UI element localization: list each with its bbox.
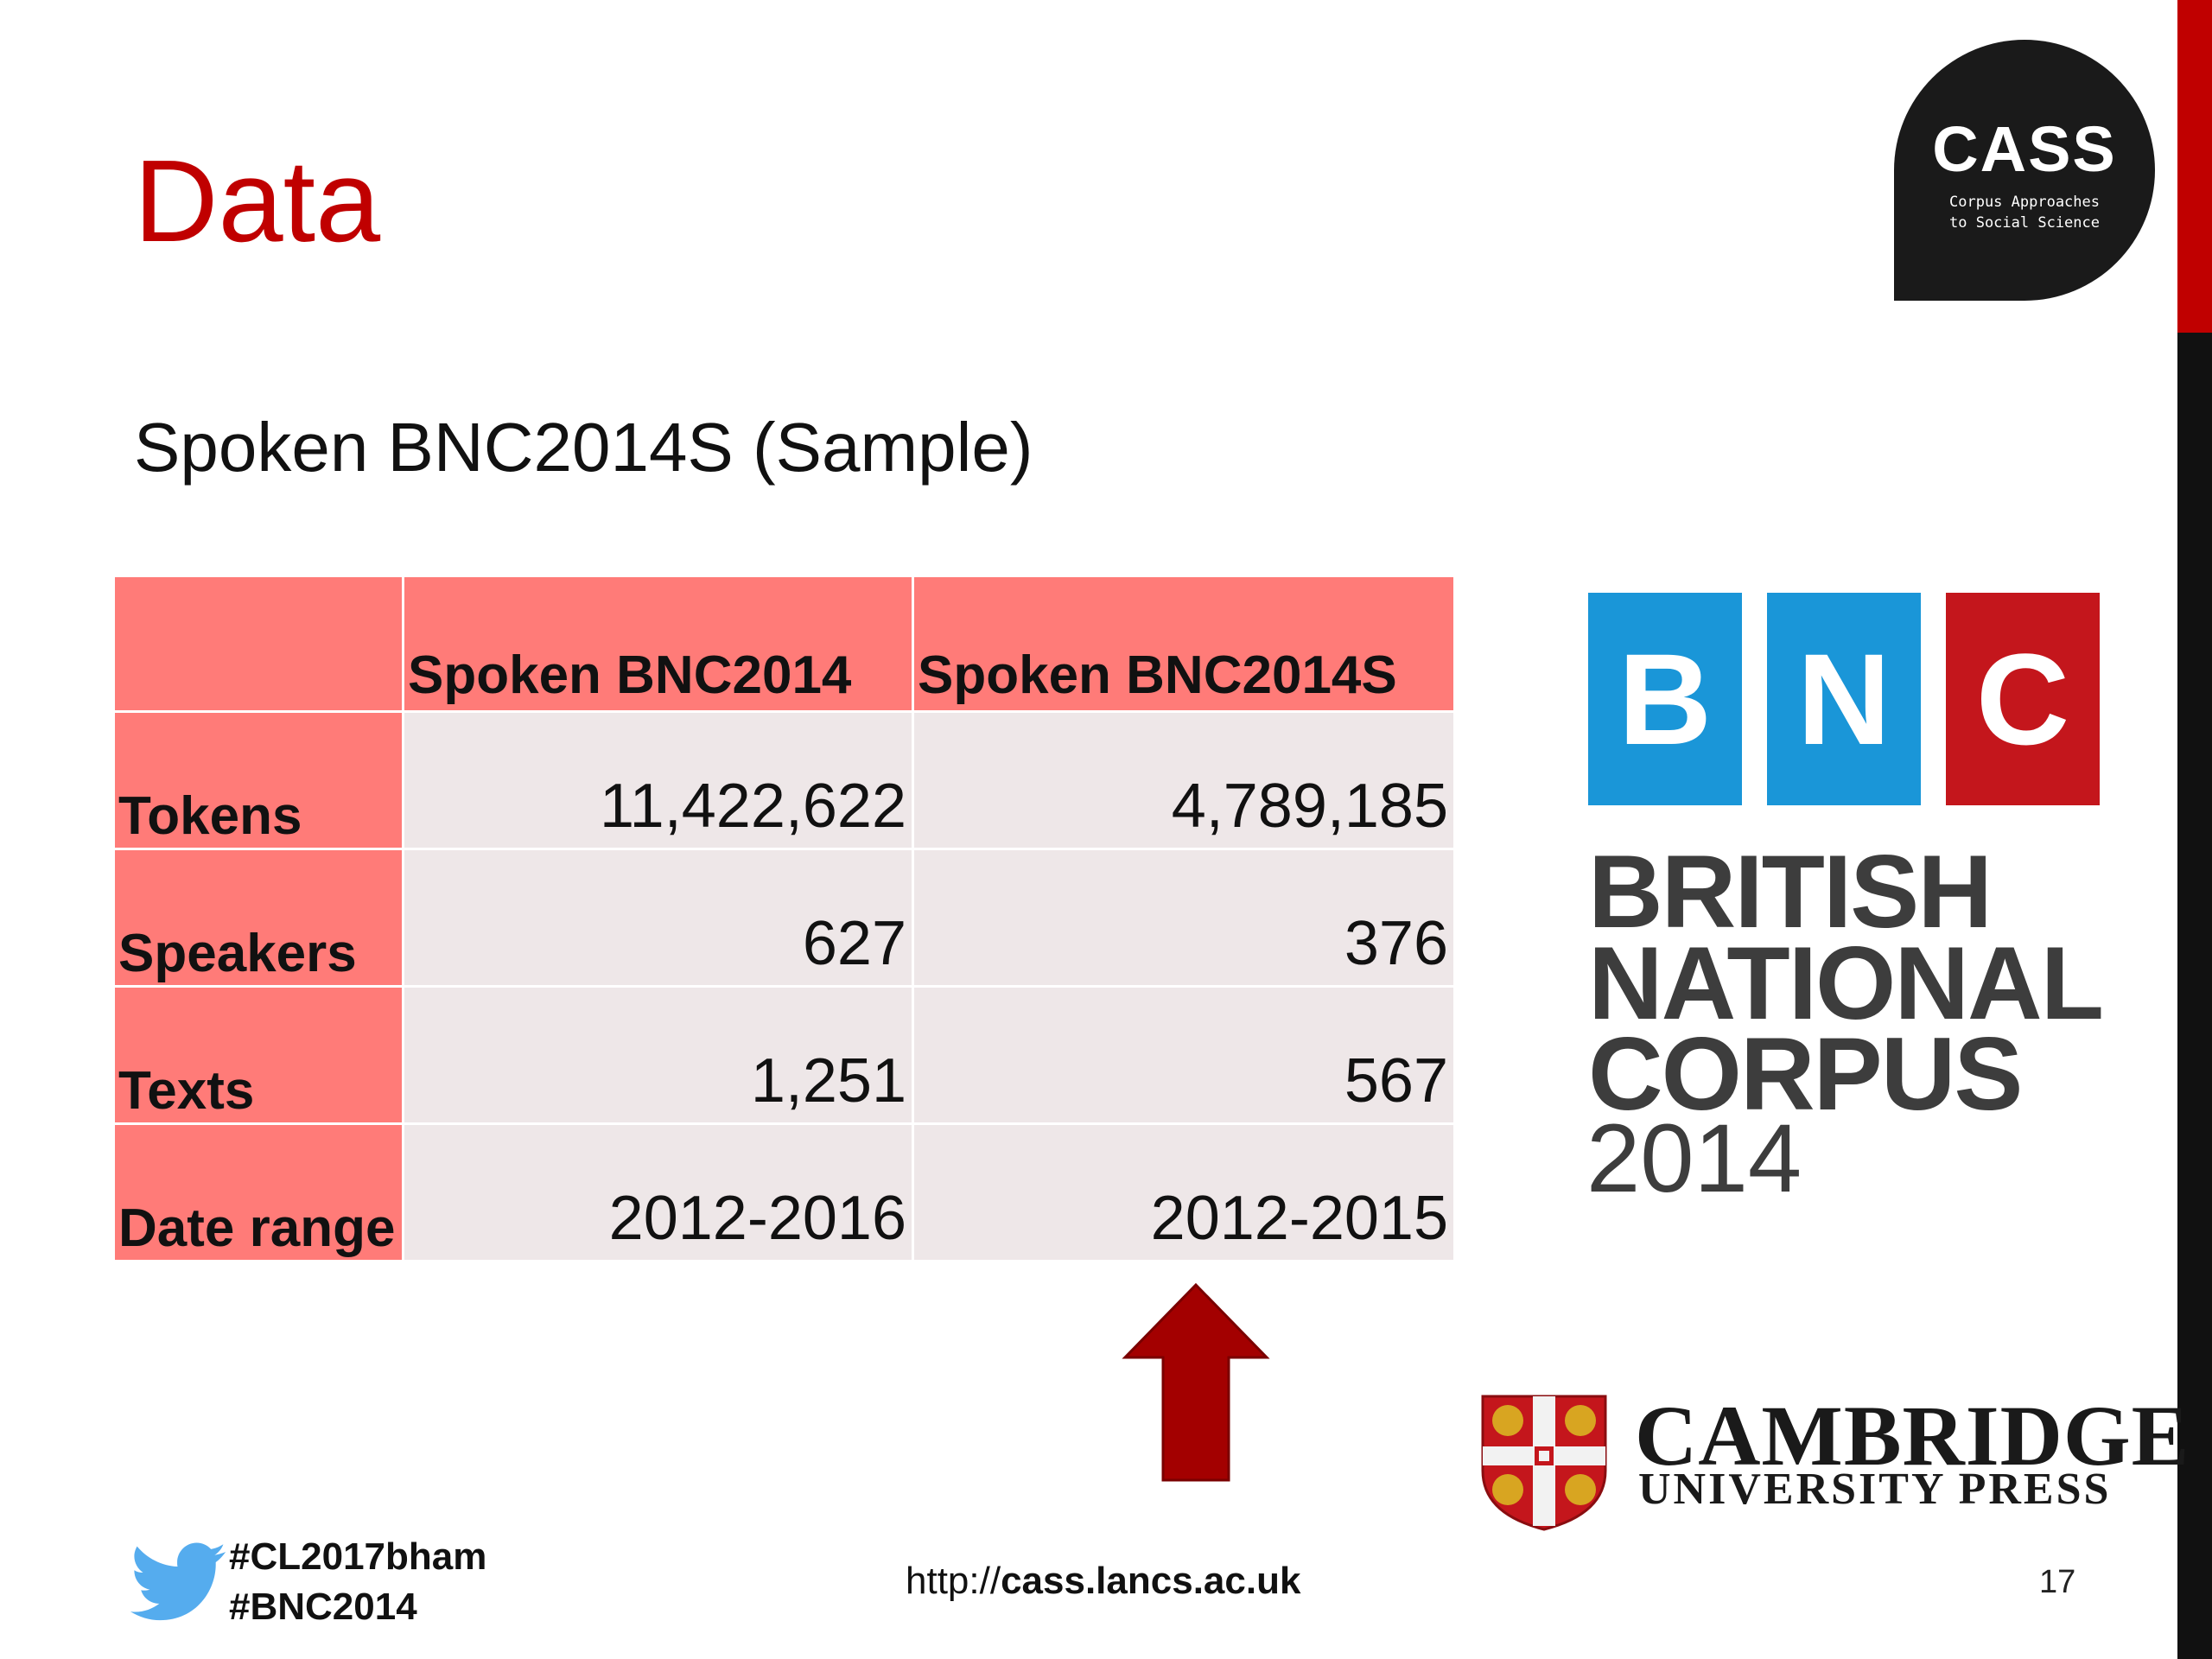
bnc-letter-b: B bbox=[1588, 593, 1742, 805]
cass-tagline-line2: to Social Science bbox=[1949, 214, 2100, 232]
table-header-row: Spoken BNC2014 Spoken BNC2014S bbox=[112, 575, 1456, 713]
bnc-line-national: NATIONAL bbox=[1588, 925, 2104, 1041]
table-cell: 376 bbox=[912, 848, 1456, 988]
cass-logo-name: CASS bbox=[1932, 113, 2117, 185]
table-cell: 2012-2016 bbox=[402, 1122, 914, 1262]
table-cell: 627 bbox=[402, 848, 914, 988]
table-cell: 11,422,622 bbox=[402, 710, 914, 850]
cambridge-name: CAMBRIDGE bbox=[1635, 1388, 2190, 1484]
edge-bar-red bbox=[2177, 0, 2212, 333]
table-cell: 1,251 bbox=[402, 985, 914, 1125]
table-header-cell: Spoken BNC2014S bbox=[912, 575, 1456, 713]
slide-title: Data bbox=[134, 136, 381, 266]
cass-logo: CASS Corpus Approaches to Social Science bbox=[1894, 40, 2155, 301]
row-label: Speakers bbox=[112, 848, 404, 988]
table-cell: 2012-2015 bbox=[912, 1122, 1456, 1262]
bnc-line-british: BRITISH bbox=[1588, 834, 1993, 950]
slide-subtitle: Spoken BNC2014S (Sample) bbox=[134, 409, 1033, 486]
cass-logo-tagline: Corpus Approaches to Social Science bbox=[1894, 192, 2155, 233]
corpus-comparison-table: Spoken BNC2014 Spoken BNC2014S Tokens 11… bbox=[112, 575, 1456, 1262]
cass-tagline-line1: Corpus Approaches bbox=[1949, 194, 2100, 211]
table-header-cell: Spoken BNC2014 bbox=[402, 575, 914, 713]
url-prefix: http:// bbox=[906, 1560, 1001, 1602]
table-row: Date range 2012-2016 2012-2015 bbox=[112, 1122, 1456, 1262]
table-row: Tokens 11,422,622 4,789,185 bbox=[112, 710, 1456, 850]
table-row: Texts 1,251 567 bbox=[112, 985, 1456, 1125]
bnc-letter-c: C bbox=[1946, 593, 2100, 805]
edge-bar-black bbox=[2177, 333, 2212, 1659]
twitter-bird-icon bbox=[130, 1542, 226, 1621]
table-cell: 4,789,185 bbox=[912, 710, 1456, 850]
bnc-year: 2014 bbox=[1586, 1104, 1802, 1212]
bnc-letter-n: N bbox=[1767, 593, 1921, 805]
url-domain: cass.lancs.ac.uk bbox=[1001, 1560, 1301, 1602]
table-cell: 567 bbox=[912, 985, 1456, 1125]
cambridge-press: UNIVERSITY PRESS bbox=[1638, 1465, 2112, 1514]
row-label: Date range bbox=[112, 1122, 404, 1262]
table-row: Speakers 627 376 bbox=[112, 848, 1456, 988]
hashtag-bnc2014: #BNC2014 bbox=[229, 1586, 417, 1628]
hashtag-cl2017: #CL2017bham bbox=[229, 1535, 487, 1578]
up-arrow-icon bbox=[1122, 1283, 1270, 1482]
table-header-cell bbox=[112, 575, 404, 713]
page-number: 17 bbox=[2039, 1564, 2076, 1600]
footer-url[interactable]: http://cass.lancs.ac.uk bbox=[906, 1562, 1300, 1600]
row-label: Texts bbox=[112, 985, 404, 1125]
bnc-line-corpus: CORPUS bbox=[1588, 1016, 2023, 1132]
cambridge-crest-icon bbox=[1481, 1395, 1607, 1531]
row-label: Tokens bbox=[112, 710, 404, 850]
